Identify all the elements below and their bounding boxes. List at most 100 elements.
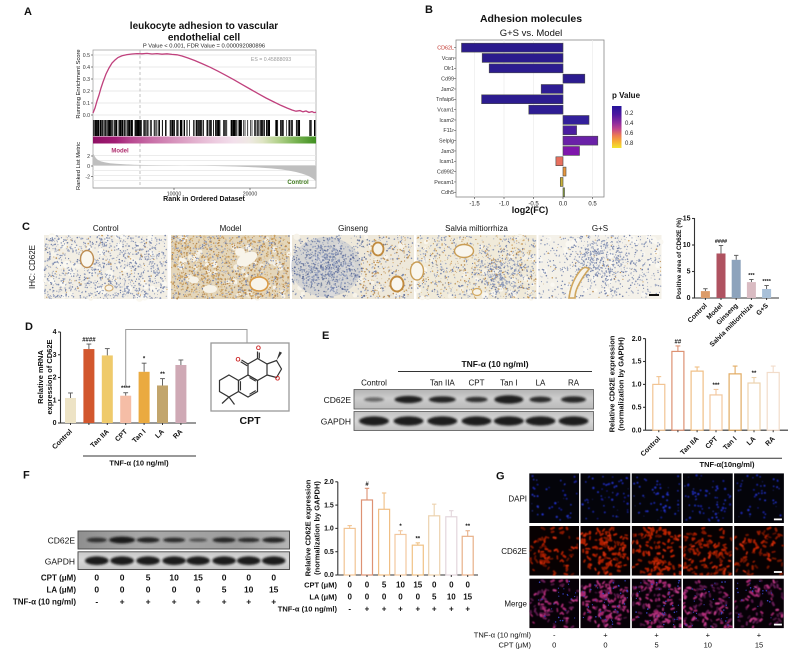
svg-text:5: 5: [146, 573, 151, 583]
svg-text:5: 5: [222, 585, 227, 595]
svg-text:0: 0: [94, 585, 99, 595]
svg-text:+: +: [398, 605, 403, 614]
svg-text:-0.5: -0.5: [528, 202, 539, 208]
svg-text:0.5: 0.5: [83, 53, 90, 59]
svg-text:5: 5: [382, 581, 387, 590]
svg-text:+: +: [449, 605, 454, 614]
svg-text:####: ####: [715, 239, 727, 245]
svg-text:Cd99l2: Cd99l2: [437, 170, 454, 176]
svg-text:0: 0: [94, 573, 99, 583]
svg-text:1.0: 1.0: [324, 526, 334, 533]
svg-text:DAPI: DAPI: [508, 495, 527, 504]
svg-text:15: 15: [193, 573, 203, 583]
svg-text:+: +: [415, 605, 420, 614]
svg-text:+: +: [654, 631, 659, 640]
svg-text:TNF-α (10 ng/ml): TNF-α (10 ng/ml): [461, 359, 528, 369]
svg-text:***: ***: [748, 273, 755, 279]
svg-text:10: 10: [683, 242, 691, 249]
svg-text:Ginseng: Ginseng: [338, 224, 368, 233]
svg-text:Merge: Merge: [504, 600, 527, 609]
svg-text:Relative mRNA: Relative mRNA: [36, 350, 45, 404]
svg-text:LA (μM): LA (μM): [47, 586, 77, 595]
svg-text:Olr1: Olr1: [444, 66, 454, 72]
svg-text:5: 5: [687, 269, 691, 276]
svg-text:0.0: 0.0: [559, 202, 568, 208]
svg-text:+: +: [271, 597, 276, 607]
svg-text:0.6: 0.6: [625, 131, 634, 137]
svg-text:Jam3: Jam3: [441, 149, 454, 155]
svg-text:Ranked List Metric: Ranked List Metric: [76, 142, 82, 190]
svg-text:B: B: [425, 4, 433, 16]
svg-text:CD62E: CD62E: [48, 536, 76, 546]
svg-text:Tan IIA: Tan IIA: [679, 436, 700, 457]
svg-text:0.4: 0.4: [625, 121, 634, 127]
svg-text:+: +: [603, 631, 608, 640]
svg-text:0.2: 0.2: [83, 89, 90, 95]
svg-text:0: 0: [246, 573, 251, 583]
svg-text:-: -: [95, 597, 98, 607]
svg-text:2.0: 2.0: [324, 479, 334, 486]
svg-text:0: 0: [382, 593, 387, 602]
svg-text:0: 0: [53, 420, 57, 427]
svg-text:-: -: [348, 605, 351, 614]
svg-text:5: 5: [432, 593, 437, 602]
svg-text:0: 0: [398, 593, 403, 602]
svg-text:CD62E: CD62E: [324, 395, 352, 405]
svg-text:1.0: 1.0: [632, 382, 642, 389]
svg-text:(normalization by GAPDH): (normalization by GAPDH): [313, 481, 322, 575]
svg-text:Control: Control: [361, 379, 387, 388]
svg-text:LA: LA: [536, 379, 546, 388]
svg-text:CPT: CPT: [469, 379, 485, 388]
svg-text:Control: Control: [687, 302, 709, 324]
svg-text:CPT (μM): CPT (μM): [304, 581, 337, 590]
svg-text:+: +: [196, 597, 201, 607]
svg-text:0.3: 0.3: [83, 77, 90, 83]
svg-text:+: +: [172, 597, 177, 607]
svg-text:0: 0: [87, 164, 90, 170]
svg-text:0: 0: [552, 641, 556, 650]
svg-text:Vcan: Vcan: [442, 56, 454, 62]
svg-text:Tnfaip6: Tnfaip6: [436, 97, 454, 103]
svg-text:+: +: [465, 605, 470, 614]
svg-text:Selplg: Selplg: [439, 139, 454, 145]
svg-text:**: **: [160, 372, 165, 378]
svg-text:Control: Control: [51, 428, 74, 451]
svg-text:Tan I: Tan I: [722, 436, 738, 452]
svg-text:Model: Model: [111, 149, 129, 155]
svg-text:TNF-α(10ng/ml): TNF-α(10ng/ml): [699, 460, 755, 469]
svg-text:CD62E: CD62E: [501, 547, 527, 556]
svg-text:##: ##: [675, 339, 682, 345]
svg-text:Relative CD62E expression: Relative CD62E expression: [304, 479, 313, 576]
svg-text:10: 10: [244, 585, 254, 595]
svg-text:RA: RA: [568, 379, 580, 388]
svg-text:0.0: 0.0: [324, 572, 334, 579]
svg-text:4: 4: [53, 329, 57, 336]
svg-text:+: +: [246, 597, 251, 607]
svg-text:-2: -2: [85, 175, 90, 181]
svg-text:CD62L: CD62L: [437, 46, 454, 52]
svg-text:+: +: [146, 597, 151, 607]
svg-text:LA (μM): LA (μM): [309, 593, 337, 602]
svg-text:0.1: 0.1: [83, 101, 90, 107]
svg-text:0: 0: [120, 573, 125, 583]
svg-text:0.5: 0.5: [632, 405, 642, 412]
svg-text:+: +: [365, 605, 370, 614]
svg-text:E: E: [322, 330, 329, 342]
svg-text:+: +: [432, 605, 437, 614]
svg-text:0: 0: [603, 641, 607, 650]
svg-text:0: 0: [465, 581, 470, 590]
svg-text:0.0: 0.0: [83, 113, 90, 119]
svg-text:####: ####: [82, 338, 96, 344]
svg-text:G+S vs. Model: G+S vs. Model: [500, 28, 563, 39]
svg-text:1.5: 1.5: [632, 359, 642, 366]
svg-text:2: 2: [53, 375, 57, 382]
svg-text:10: 10: [447, 593, 456, 602]
svg-text:Icam1: Icam1: [439, 159, 454, 165]
svg-text:0: 0: [432, 581, 437, 590]
svg-text:Pecam1: Pecam1: [434, 180, 454, 186]
svg-text:Control: Control: [640, 436, 663, 459]
svg-text:G: G: [496, 471, 505, 483]
svg-text:expression of CD62E: expression of CD62E: [45, 339, 54, 414]
svg-text:0: 0: [271, 573, 276, 583]
svg-text:15: 15: [269, 585, 279, 595]
